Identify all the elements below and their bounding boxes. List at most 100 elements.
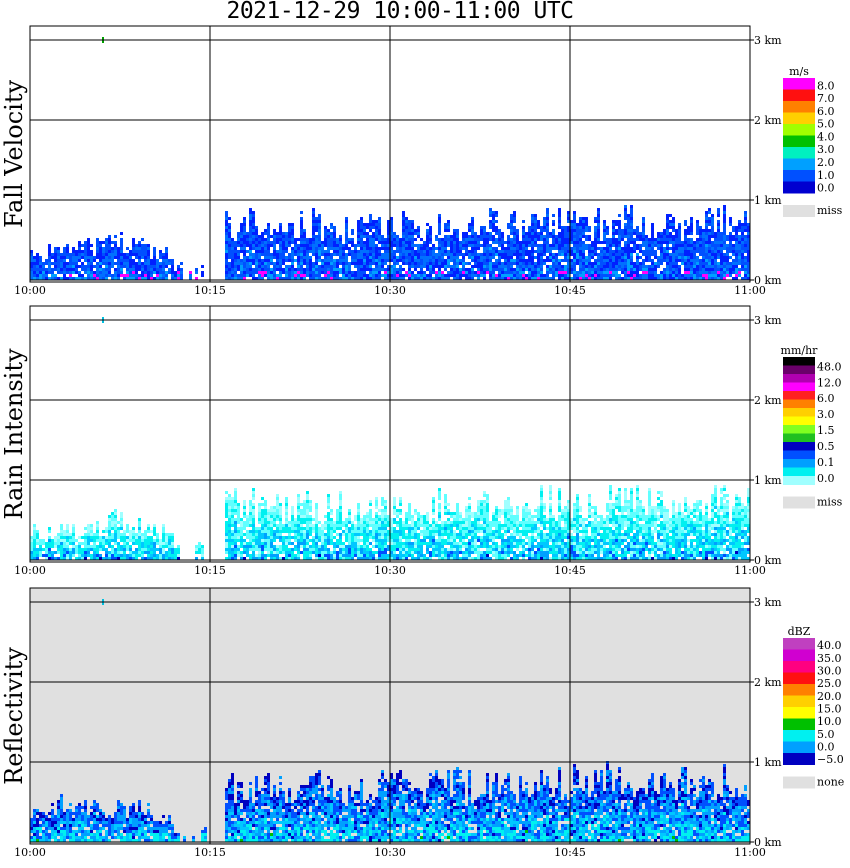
precip-cell (714, 268, 717, 271)
precip-cell (345, 554, 348, 557)
precip-cell (684, 253, 687, 256)
precip-cell (396, 548, 399, 551)
precip-cell (324, 277, 327, 280)
precip-cell (450, 259, 453, 262)
precip-cell (432, 268, 435, 271)
precip-cell (741, 250, 744, 253)
precip-cell (354, 518, 357, 521)
precip-cell (666, 262, 669, 265)
precip-cell (303, 530, 306, 533)
precip-cell (570, 220, 573, 223)
precip-cell (573, 277, 576, 280)
colorbar-label: 2.0 (817, 156, 835, 169)
precip-cell (267, 229, 270, 232)
precip-cell (108, 268, 111, 271)
precip-cell (402, 238, 405, 241)
precip-cell (243, 256, 246, 259)
precip-cell (276, 557, 279, 560)
precip-cell (678, 250, 681, 253)
precip-cell (45, 277, 48, 280)
precip-cell (555, 244, 558, 247)
precip-cell (48, 262, 51, 265)
precip-cell (387, 265, 390, 268)
precip-cell (291, 509, 294, 512)
precip-cell (255, 527, 258, 530)
precip-cell (138, 244, 141, 247)
precip-cell (150, 530, 153, 533)
precip-cell (324, 256, 327, 259)
precip-cell (348, 262, 351, 265)
precip-cell (300, 217, 303, 220)
precip-cell (486, 253, 489, 256)
precip-cell (120, 253, 123, 256)
precip-cell (414, 238, 417, 241)
precip-cell (627, 241, 630, 244)
precip-cell (264, 542, 267, 545)
precip-cell (96, 244, 99, 247)
precip-cell (720, 235, 723, 238)
precip-cell (111, 557, 114, 560)
precip-cell (291, 226, 294, 229)
precip-cell (330, 256, 333, 259)
precip-cell (315, 241, 318, 244)
precip-cell (690, 247, 693, 250)
precip-cell (567, 226, 570, 229)
precip-cell (348, 253, 351, 256)
precip-cell (549, 265, 552, 268)
precip-cell (288, 277, 291, 280)
precip-cell (303, 250, 306, 253)
precip-cell (495, 268, 498, 271)
precip-cell (225, 548, 228, 551)
precip-cell (549, 253, 552, 256)
precip-cell (339, 494, 342, 497)
precip-cell (402, 241, 405, 244)
precip-cell (426, 274, 429, 277)
precip-cell (402, 533, 405, 536)
precip-cell (243, 232, 246, 235)
precip-cell (261, 542, 264, 545)
precip-cell (33, 557, 36, 560)
precip-cell (387, 223, 390, 226)
precip-cell (630, 220, 633, 223)
precip-cell (264, 524, 267, 527)
precip-cell (438, 244, 441, 247)
precip-cell (618, 247, 621, 250)
precip-cell (357, 238, 360, 241)
precip-cell (270, 533, 273, 536)
precip-cell (483, 265, 486, 268)
precip-cell (444, 244, 447, 247)
precip-cell (345, 524, 348, 527)
precip-cell (351, 271, 354, 274)
precip-cell (303, 506, 306, 509)
precip-cell (708, 250, 711, 253)
precip-cell (309, 274, 312, 277)
precip-cell (666, 229, 669, 232)
precip-cell (528, 268, 531, 271)
precip-cell (366, 551, 369, 554)
precip-cell (471, 223, 474, 226)
precip-cell (363, 241, 366, 244)
precip-cell (291, 223, 294, 226)
precip-cell (405, 223, 408, 226)
precip-cell (657, 259, 660, 262)
precip-cell (675, 244, 678, 247)
precip-cell (360, 548, 363, 551)
precip-cell (480, 244, 483, 247)
precip-cell (141, 268, 144, 271)
precip-cell (453, 265, 456, 268)
precip-cell (465, 250, 468, 253)
precip-cell (432, 244, 435, 247)
precip-cell (63, 533, 66, 536)
precip-cell (702, 241, 705, 244)
precip-cell (684, 238, 687, 241)
precip-cell (528, 232, 531, 235)
precip-cell (390, 253, 393, 256)
precip-cell (357, 530, 360, 533)
precip-cell (81, 262, 84, 265)
precip-cell (348, 542, 351, 545)
precip-cell (144, 259, 147, 262)
precip-cell (687, 241, 690, 244)
precip-cell (729, 271, 732, 274)
precip-cell (504, 271, 507, 274)
precip-cell (351, 539, 354, 542)
